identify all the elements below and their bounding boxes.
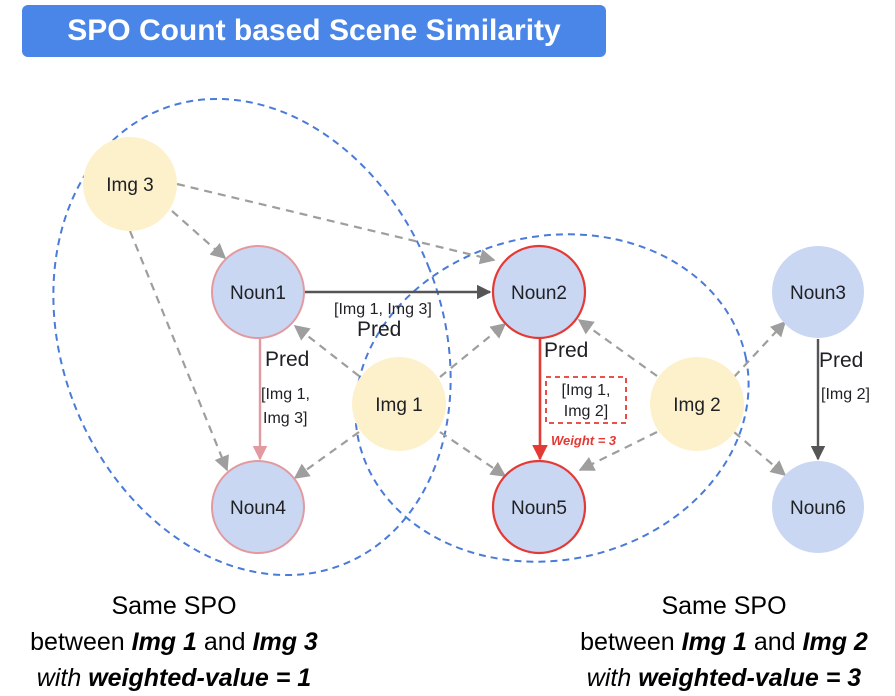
node-noun6-label: Noun6 xyxy=(790,498,846,519)
edge-img2-noun2 xyxy=(577,319,658,377)
node-noun6: Noun6 xyxy=(772,461,864,553)
node-noun2: Noun2 xyxy=(491,244,587,340)
edge-noun1-noun4-images-2: Img 3] xyxy=(263,410,307,427)
caption-right-line3: with weighted-value = 3 xyxy=(586,664,862,692)
group-ellipse-img1-img3 xyxy=(52,97,452,577)
group-ellipse-img1-img2 xyxy=(354,233,750,563)
edge-noun1-noun2-images: [Img 1, Img 3] xyxy=(334,301,432,318)
caption-left-line3: with weighted-value = 1 xyxy=(36,664,312,692)
edge-img1-noun4 xyxy=(293,431,360,479)
node-img3-label: Img 3 xyxy=(106,175,154,196)
edge-img2-noun3 xyxy=(733,320,787,378)
caption-left: Same SPO between Img 1 and Img 3 with we… xyxy=(0,588,354,696)
node-img2-label: Img 2 xyxy=(673,395,721,416)
edge-img3-noun2 xyxy=(176,182,496,265)
edge-img2-noun5 xyxy=(578,431,658,471)
caption-right-line1: Same SPO xyxy=(661,592,787,620)
node-noun3: Noun3 xyxy=(772,246,864,338)
edge-noun1-noun2-pred: Pred xyxy=(357,318,401,341)
node-noun5: Noun5 xyxy=(491,459,587,555)
edge-img1-noun5 xyxy=(439,431,507,477)
node-img2: Img 2 xyxy=(650,357,744,451)
node-noun1: Noun1 xyxy=(211,245,305,339)
edge-noun1-noun4-images-1: [Img 1, xyxy=(261,386,310,403)
caption-left-line2: between Img 1 and Img 3 xyxy=(30,628,318,656)
edge-img3-noun1 xyxy=(171,210,227,260)
page-title: SPO Count based Scene Similarity xyxy=(67,14,561,47)
edge-noun2-noun5-images-2: Img 2] xyxy=(564,403,608,420)
node-noun5-label: Noun5 xyxy=(511,498,567,519)
node-img1: Img 1 xyxy=(352,357,446,451)
edge-noun3-noun6-images: [Img 2] xyxy=(821,386,870,403)
node-noun2-label: Noun2 xyxy=(511,283,567,304)
node-noun4-label: Noun4 xyxy=(230,498,286,519)
node-img3: Img 3 xyxy=(83,137,177,231)
caption-right: Same SPO between Img 1 and Img 2 with we… xyxy=(544,588,895,696)
node-noun1-label: Noun1 xyxy=(230,283,286,304)
node-noun4: Noun4 xyxy=(211,460,305,554)
caption-right-line2: between Img 1 and Img 2 xyxy=(580,628,868,656)
image-edges xyxy=(128,182,787,479)
edge-img3-noun4 xyxy=(128,230,229,472)
edge-noun2-noun5-weight: Weight = 3 xyxy=(551,433,617,448)
title-banner: SPO Count based Scene Similarity xyxy=(22,5,606,57)
node-img1-label: Img 1 xyxy=(375,395,423,416)
edge-noun1-noun4-pred: Pred xyxy=(265,348,309,371)
node-noun3-label: Noun3 xyxy=(790,283,846,304)
edge-noun2-noun5-images-1: [Img 1, xyxy=(562,382,611,399)
edge-noun3-noun6-pred: Pred xyxy=(819,349,863,372)
edge-noun2-noun5-pred: Pred xyxy=(544,339,588,362)
caption-left-line1: Same SPO xyxy=(111,592,237,620)
edge-img2-noun6 xyxy=(733,431,787,476)
highlight-box xyxy=(545,376,627,424)
